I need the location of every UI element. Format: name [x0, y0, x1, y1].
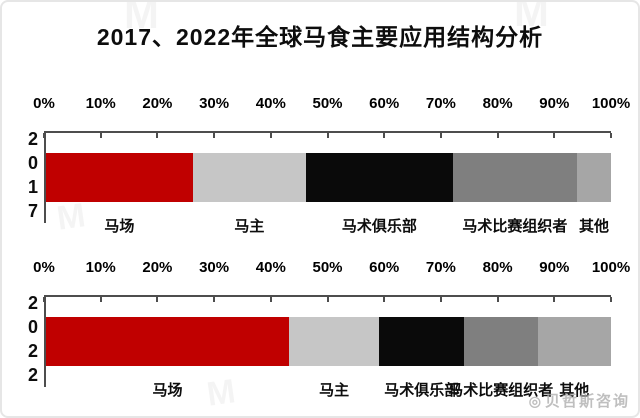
category-label: 马主 — [319, 382, 350, 399]
x-tick-label: 20% — [142, 259, 173, 276]
x-axis-tick-labels: 0% 10% 20% 30% 40% 50% 60% 70% 80% 90% 100% — [33, 259, 630, 279]
x-tick-label: 70% — [425, 259, 456, 276]
year-digit: 2 — [27, 365, 38, 385]
year-digit: 2 — [27, 129, 38, 149]
bar-segment-2 — [288, 317, 380, 366]
bar-segment-1 — [46, 153, 193, 202]
x-tick-mark — [439, 133, 442, 138]
x-tick-mark — [269, 133, 272, 138]
y-axis-line — [44, 295, 46, 387]
x-tick-label: 30% — [199, 259, 230, 276]
year-digit: 2 — [27, 341, 38, 361]
x-tick-mark — [269, 297, 272, 302]
x-tick-label: 0% — [33, 95, 55, 112]
x-axis-line — [43, 131, 612, 139]
x-tick-mark — [213, 133, 216, 138]
x-tick-mark — [156, 133, 159, 138]
category-label: 马术俱乐部 — [384, 382, 460, 399]
category-labels: 马场 马主 马术俱乐部 马术比赛组织者 其他 — [46, 379, 611, 399]
x-tick-mark — [553, 297, 556, 302]
x-tick-label: 100% — [591, 95, 631, 112]
bar-segment-4 — [452, 153, 578, 202]
x-tick-label: 90% — [539, 259, 570, 276]
category-label: 马场 — [104, 218, 135, 235]
x-tick-label: 40% — [255, 95, 286, 112]
x-tick-label: 20% — [142, 95, 173, 112]
x-tick-mark — [610, 297, 612, 302]
category-labels: 马场 马主 马术俱乐部 马术比赛组织者 其他 — [46, 215, 611, 235]
x-tick-mark — [326, 133, 329, 138]
x-tick-label: 10% — [85, 259, 116, 276]
x-tick-mark — [383, 297, 386, 302]
x-tick-label: 70% — [425, 95, 456, 112]
x-tick-mark — [156, 297, 159, 302]
bar-segment-4 — [464, 317, 538, 366]
x-tick-label: 60% — [369, 95, 400, 112]
category-label: 马术比赛组织者 — [462, 218, 568, 235]
x-tick-label: 90% — [539, 95, 570, 112]
category-label: 其他 — [559, 382, 590, 399]
x-tick-mark — [610, 133, 612, 138]
stacked-bar — [46, 153, 611, 202]
x-tick-mark — [383, 133, 386, 138]
category-label: 马术俱乐部 — [341, 218, 417, 235]
x-tick-mark — [496, 297, 499, 302]
bar-segment-1 — [46, 317, 289, 366]
x-tick-label: 100% — [591, 259, 631, 276]
page-title: 2017、2022年全球马食主要应用结构分析 — [96, 24, 544, 50]
x-axis-tick-labels: 0% 10% 20% 30% 40% 50% 60% 70% 80% 90% 100% — [33, 95, 630, 115]
bar-segment-2 — [192, 153, 306, 202]
category-label: 马术比赛组织者 — [448, 382, 554, 399]
x-tick-label: 0% — [33, 259, 55, 276]
x-tick-mark — [213, 297, 216, 302]
x-tick-label: 40% — [255, 259, 286, 276]
x-tick-label: 80% — [482, 259, 513, 276]
watermark-text: 贝哲斯咨询 — [544, 393, 630, 410]
bar-segment-3 — [379, 317, 465, 366]
category-label: 马主 — [234, 218, 265, 235]
stacked-bar — [46, 317, 611, 366]
x-tick-mark — [496, 133, 499, 138]
year-digit: 1 — [27, 177, 38, 197]
x-tick-label: 80% — [482, 95, 513, 112]
x-tick-label: 60% — [369, 259, 400, 276]
x-tick-mark — [99, 297, 102, 302]
watermark: ◎ 贝哲斯咨询 — [529, 390, 630, 411]
x-tick-label: 10% — [85, 95, 116, 112]
year-digit: 0 — [27, 153, 38, 173]
year-digit: 0 — [27, 317, 38, 337]
x-tick-label: 50% — [312, 95, 343, 112]
x-tick-mark — [326, 297, 329, 302]
x-tick-mark — [99, 133, 102, 138]
bar-segment-5 — [577, 153, 611, 202]
x-tick-label: 50% — [312, 259, 343, 276]
x-tick-label: 30% — [199, 95, 230, 112]
category-label: 其他 — [579, 218, 610, 235]
x-axis-line — [43, 295, 612, 303]
x-tick-mark — [439, 297, 442, 302]
watermark-logo-icon: ◎ — [528, 393, 543, 409]
x-tick-mark — [553, 133, 556, 138]
bar-segment-5 — [537, 317, 611, 366]
category-label: 马场 — [152, 382, 183, 399]
year-digit: 7 — [27, 201, 38, 221]
y-axis-line — [44, 131, 46, 223]
bar-segment-3 — [305, 153, 453, 202]
year-digit: 2 — [27, 293, 38, 313]
